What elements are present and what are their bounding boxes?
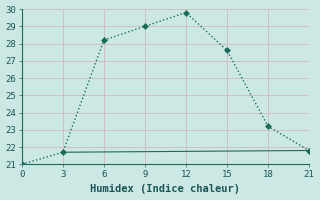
- X-axis label: Humidex (Indice chaleur): Humidex (Indice chaleur): [91, 184, 240, 194]
